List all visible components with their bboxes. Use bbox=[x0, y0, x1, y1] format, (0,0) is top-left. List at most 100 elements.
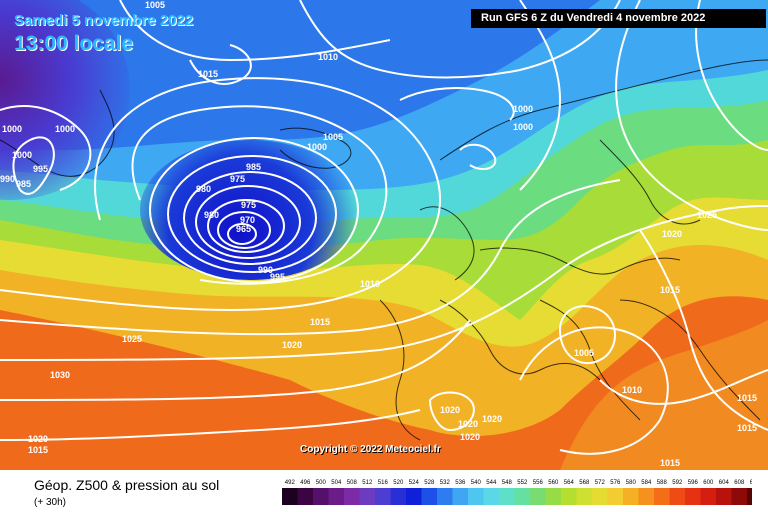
map-title: Géop. Z500 & pression au sol bbox=[34, 477, 220, 493]
isobar-label: 1020 bbox=[282, 340, 302, 350]
copyright: Copyright © 2022 Meteociel.fr bbox=[300, 444, 441, 455]
isobar-label: 1000 bbox=[12, 150, 32, 160]
legend-swatch bbox=[747, 488, 752, 505]
isobar-label: 1015 bbox=[28, 445, 48, 455]
isobar-label: 1000 bbox=[55, 124, 75, 134]
z500-band-lightorange bbox=[0, 0, 768, 470]
legend-tick-label: 576 bbox=[610, 480, 621, 486]
isobar-label: 990 bbox=[258, 265, 273, 275]
legend-swatch bbox=[499, 488, 515, 505]
isobar-label: 1020 bbox=[662, 229, 682, 239]
isobar-label: 1010 bbox=[360, 279, 380, 289]
isobar-label: 1010 bbox=[622, 385, 642, 395]
isobar-label: 1020 bbox=[28, 434, 48, 444]
isobar-label: 1000 bbox=[307, 142, 327, 152]
legend-tick-label: 580 bbox=[626, 480, 637, 486]
legend-tick-label: 568 bbox=[579, 480, 590, 486]
legend-swatch bbox=[731, 488, 747, 505]
isobar-label: 1010 bbox=[318, 52, 338, 62]
isobar-label: 1015 bbox=[737, 423, 757, 433]
legend-swatch bbox=[685, 488, 701, 505]
legend-swatch bbox=[483, 488, 499, 505]
legend-tick-label: 588 bbox=[657, 480, 668, 486]
legend-tick-label: 532 bbox=[440, 480, 451, 486]
legend-swatch bbox=[359, 488, 375, 505]
isobar-label: 1015 bbox=[310, 317, 330, 327]
legend-swatch bbox=[390, 488, 406, 505]
isobar-label: 985 bbox=[246, 162, 261, 172]
isobar-label: 970 bbox=[240, 215, 255, 225]
legend-tick-label: 612 bbox=[750, 480, 752, 486]
legend-swatch bbox=[514, 488, 530, 505]
legend-swatch bbox=[375, 488, 391, 505]
legend-swatch bbox=[468, 488, 484, 505]
isobar-label: 995 bbox=[270, 272, 285, 282]
legend-tick-label: 528 bbox=[424, 480, 435, 486]
legend-swatch bbox=[421, 488, 437, 505]
isobar-label: 1020 bbox=[482, 414, 502, 424]
legend-swatch bbox=[313, 488, 329, 505]
legend-swatch bbox=[576, 488, 592, 505]
isobar-label: 1000 bbox=[513, 104, 533, 114]
legend-tick-label: 492 bbox=[285, 480, 296, 486]
isobar-label: 1020 bbox=[458, 419, 478, 429]
isobar-label: 1025 bbox=[122, 334, 142, 344]
weather-map: 1005 1010 1015 1000 1000 1000 1000 995 9… bbox=[0, 0, 768, 470]
legend-tick-label: 608 bbox=[734, 480, 745, 486]
legend-tick-label: 544 bbox=[486, 480, 497, 486]
isobar-label: 1005 bbox=[574, 348, 594, 358]
isobar-label: 1030 bbox=[50, 370, 70, 380]
legend-tick-label: 516 bbox=[378, 480, 389, 486]
forecast-date: Samedi 5 novembre 2022 bbox=[14, 12, 194, 29]
legend-swatch bbox=[700, 488, 716, 505]
legend-tick-label: 500 bbox=[316, 480, 327, 486]
legend-swatch bbox=[592, 488, 608, 505]
legend-swatch bbox=[623, 488, 639, 505]
isobar-label: 1000 bbox=[2, 124, 22, 134]
legend-swatch bbox=[344, 488, 360, 505]
isobar-label: 1015 bbox=[737, 393, 757, 403]
legend-tick-label: 496 bbox=[300, 480, 311, 486]
isobar-label: 980 bbox=[204, 210, 219, 220]
legend-swatch bbox=[297, 488, 313, 505]
color-legend: 492 496 500 504 508 512 516 520 524 528 532 536 540 5… bbox=[282, 480, 752, 505]
run-info: Run GFS 6 Z du Vendredi 4 novembre 2022 bbox=[471, 9, 766, 28]
legend-tick-label: 548 bbox=[502, 480, 513, 486]
isobar-label: 975 bbox=[241, 200, 256, 210]
coastlines bbox=[0, 59, 768, 441]
isobar-label: 965 bbox=[236, 224, 251, 234]
legend-tick-label: 540 bbox=[471, 480, 482, 486]
legend-tick-label: 592 bbox=[672, 480, 683, 486]
isobar-label: 1000 bbox=[513, 122, 533, 132]
legend-tick-label: 552 bbox=[517, 480, 528, 486]
isobar-label: 1015 bbox=[660, 285, 680, 295]
legend-swatch bbox=[328, 488, 344, 505]
legend-tick-label: 508 bbox=[347, 480, 358, 486]
isobar-label: 1005 bbox=[323, 132, 343, 142]
legend-swatch bbox=[545, 488, 561, 505]
legend-tick-label: 572 bbox=[595, 480, 606, 486]
legend-swatch bbox=[561, 488, 577, 505]
legend-tick-label: 512 bbox=[362, 480, 373, 486]
forecast-offset: (+ 30h) bbox=[34, 497, 66, 508]
legend-tick-label: 564 bbox=[564, 480, 575, 486]
legend-tick-label: 520 bbox=[393, 480, 404, 486]
legend-tick-label: 600 bbox=[703, 480, 714, 486]
isobar-label: 985 bbox=[16, 179, 31, 189]
legend-tick-label: 560 bbox=[548, 480, 559, 486]
isobar-label: 1020 bbox=[440, 405, 460, 415]
legend-swatch bbox=[530, 488, 546, 505]
legend-swatch bbox=[437, 488, 453, 505]
isobar-label: 1015 bbox=[660, 458, 680, 468]
isobar-label: 995 bbox=[33, 164, 48, 174]
legend-tick-label: 596 bbox=[688, 480, 699, 486]
isobar-label: 980 bbox=[196, 184, 211, 194]
isobar-label: 1020 bbox=[460, 432, 480, 442]
legend-tick-label: 604 bbox=[719, 480, 730, 486]
isobar-lines bbox=[0, 0, 768, 455]
isobar-label: 990 bbox=[0, 174, 15, 184]
isobar-label: 1015 bbox=[198, 69, 218, 79]
forecast-time: 13:00 locale bbox=[14, 32, 134, 55]
legend-swatch bbox=[716, 488, 732, 505]
high-altitude-cold-core bbox=[0, 0, 130, 200]
